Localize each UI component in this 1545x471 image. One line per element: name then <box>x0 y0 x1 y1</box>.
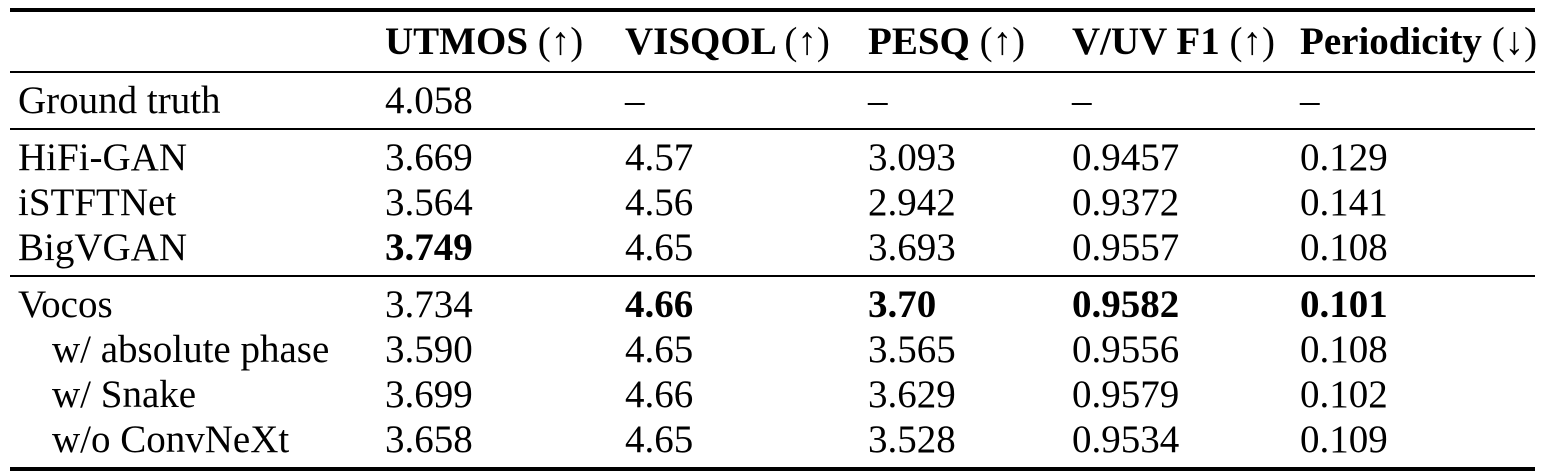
table-row-bigvgan: BigVGAN 3.749 4.65 3.693 0.9557 0.108 <box>10 225 1535 276</box>
table-row-w-absolute-phase: w/ absolute phase 3.590 4.65 3.565 0.9556 0.1… <box>10 327 1535 372</box>
cell-w-absolute-phase-periodicity: 0.108 <box>1300 328 1388 371</box>
table-row-vocos: Vocos 3.734 4.66 3.70 0.9582 0.101 <box>10 276 1535 327</box>
row-group-vocos-and-ablations: Vocos 3.734 4.66 3.70 0.9582 0.101 w/ absolute… <box>10 276 1535 469</box>
cell-vocos-utmos: 3.734 <box>385 283 473 326</box>
cell-istftnet-utmos: 3.564 <box>385 181 473 224</box>
vocoder-evaluation-table: UTMOS (↑) VISQOL (↑) PESQ (↑) V/UV F1 (↑) Pe… <box>10 8 1538 471</box>
column-metric-name: UTMOS <box>385 20 529 63</box>
cell-bigvgan-utmos-best-value: 3.749 <box>385 226 473 269</box>
row-group-ground-truth: Ground truth 4.058 – – – – <box>10 72 1535 129</box>
row-label-w-absolute-phase: w/ absolute phase <box>52 328 330 371</box>
cell-hifi-gan-periodicity: 0.129 <box>1300 136 1388 179</box>
cell-w-o-convnext-pesq: 3.528 <box>868 418 956 461</box>
cell-w-o-convnext-utmos: 3.658 <box>385 418 473 461</box>
cell-w-absolute-phase-utmos: 3.590 <box>385 328 473 371</box>
column-header-v-uv-f1: V/UV F1 (↑) <box>1072 10 1300 72</box>
column-header-pesq: PESQ (↑) <box>868 10 1072 72</box>
higher-better-arrow-icon: (↑) <box>537 20 584 63</box>
row-label-w-o-convnext: w/o ConvNeXt <box>52 418 290 461</box>
cell-w-snake-v-uv-f1: 0.9579 <box>1072 373 1180 416</box>
cell-ground-truth-visqol: – <box>625 79 645 122</box>
higher-better-arrow-icon: (↑) <box>1229 20 1275 63</box>
cell-ground-truth-v-uv-f1: – <box>1072 79 1092 122</box>
cell-bigvgan-periodicity: 0.108 <box>1300 226 1388 269</box>
cell-bigvgan-v-uv-f1: 0.9557 <box>1072 226 1180 269</box>
cell-hifi-gan-utmos: 3.669 <box>385 136 473 179</box>
cell-w-o-convnext-visqol: 4.65 <box>625 418 694 461</box>
row-label-w-snake: w/ Snake <box>52 373 197 416</box>
cell-bigvgan-pesq: 3.693 <box>868 226 956 269</box>
cell-vocos-periodicity-best-value: 0.101 <box>1300 283 1388 326</box>
row-label-ground-truth: Ground truth <box>18 79 221 122</box>
column-metric-name: V/UV F1 <box>1072 20 1220 63</box>
cell-hifi-gan-v-uv-f1: 0.9457 <box>1072 136 1180 179</box>
cell-w-snake-periodicity: 0.102 <box>1300 373 1388 416</box>
lower-better-arrow-icon: (↓) <box>1491 20 1538 63</box>
cell-ground-truth-utmos: 4.058 <box>385 79 473 122</box>
header-row: UTMOS (↑) VISQOL (↑) PESQ (↑) V/UV F1 (↑) Pe… <box>10 10 1538 72</box>
row-group-baselines: HiFi-GAN 3.669 4.57 3.093 0.9457 0.129 iSTFTNe… <box>10 129 1535 276</box>
cell-vocos-visqol-best-value: 4.66 <box>625 283 694 326</box>
cell-hifi-gan-pesq: 3.093 <box>868 136 956 179</box>
higher-better-arrow-icon: (↑) <box>979 20 1026 63</box>
cell-ground-truth-periodicity: – <box>1300 79 1320 122</box>
column-metric-name: PESQ <box>868 20 970 63</box>
cell-w-absolute-phase-visqol: 4.65 <box>625 328 694 371</box>
table-row-w-o-convnext: w/o ConvNeXt 3.658 4.65 3.528 0.9534 0.109 <box>10 417 1535 469</box>
row-label-vocos: Vocos <box>18 283 113 326</box>
table-row-w-snake: w/ Snake 3.699 4.66 3.629 0.9579 0.102 <box>10 372 1535 417</box>
cell-hifi-gan-visqol: 4.57 <box>625 136 694 179</box>
cell-w-snake-utmos: 3.699 <box>385 373 473 416</box>
cell-istftnet-pesq: 2.942 <box>868 181 956 224</box>
cell-vocos-pesq-best-value: 3.70 <box>868 283 937 326</box>
table-row-istftnet: iSTFTNet 3.564 4.56 2.942 0.9372 0.141 <box>10 180 1535 225</box>
cell-istftnet-periodicity: 0.141 <box>1300 181 1388 224</box>
column-header-utmos: UTMOS (↑) <box>385 10 625 72</box>
column-header-visqol: VISQOL (↑) <box>625 10 868 72</box>
cell-istftnet-visqol: 4.56 <box>625 181 694 224</box>
cell-w-o-convnext-v-uv-f1: 0.9534 <box>1072 418 1180 461</box>
table-row-hifi-gan: HiFi-GAN 3.669 4.57 3.093 0.9457 0.129 <box>10 129 1535 180</box>
cell-istftnet-v-uv-f1: 0.9372 <box>1072 181 1180 224</box>
cell-w-snake-visqol: 4.66 <box>625 373 694 416</box>
cell-w-snake-pesq: 3.629 <box>868 373 956 416</box>
table-header: UTMOS (↑) VISQOL (↑) PESQ (↑) V/UV F1 (↑) Pe… <box>10 10 1538 72</box>
cell-w-absolute-phase-v-uv-f1: 0.9556 <box>1072 328 1180 371</box>
row-label-bigvgan: BigVGAN <box>18 226 188 269</box>
row-label-istftnet: iSTFTNet <box>18 181 177 224</box>
cell-w-absolute-phase-pesq: 3.565 <box>868 328 956 371</box>
column-metric-name: VISQOL <box>625 20 775 63</box>
column-header-periodicity: Periodicity (↓) <box>1300 10 1538 72</box>
corner-header-cell <box>10 10 385 72</box>
cell-ground-truth-pesq: – <box>868 79 888 122</box>
cell-w-o-convnext-periodicity: 0.109 <box>1300 418 1388 461</box>
column-metric-name: Periodicity <box>1300 20 1482 63</box>
higher-better-arrow-icon: (↑) <box>784 20 830 63</box>
table-row-ground-truth: Ground truth 4.058 – – – – <box>10 72 1535 129</box>
row-label-hifi-gan: HiFi-GAN <box>18 136 188 179</box>
cell-bigvgan-visqol: 4.65 <box>625 226 694 269</box>
cell-vocos-v-uv-f1-best-value: 0.9582 <box>1072 283 1180 326</box>
